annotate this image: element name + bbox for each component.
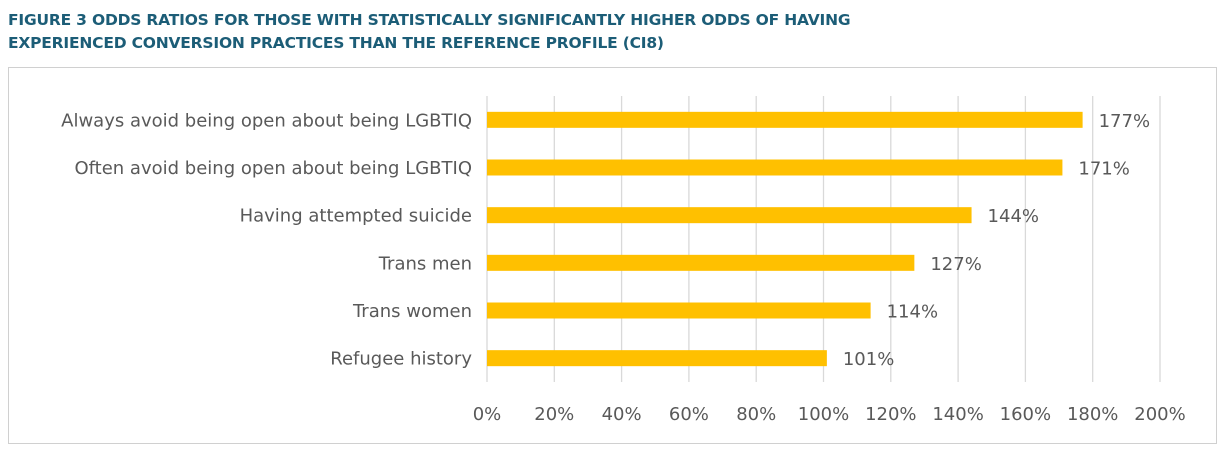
bar bbox=[487, 111, 1083, 128]
category-label: Trans women bbox=[352, 301, 472, 322]
bars bbox=[487, 111, 1083, 367]
bar bbox=[487, 207, 972, 224]
value-labels: 177% 171% 144% 127% 114% 101% bbox=[843, 111, 1150, 370]
x-axis-tick-labels: 0% 20% 40% 60% 80% 100% 120% 140% 160% 180% 200% bbox=[473, 404, 1186, 425]
bar bbox=[487, 254, 915, 271]
data-label: 101% bbox=[843, 349, 894, 370]
x-tick-label: 0% bbox=[473, 404, 502, 425]
category-label: Having attempted suicide bbox=[240, 206, 472, 227]
category-labels: Always avoid being open about being LGBT… bbox=[61, 110, 472, 369]
figure-title: FIGURE 3 ODDS RATIOS FOR THOSE WITH STAT… bbox=[8, 9, 1108, 55]
x-tick-label: 200% bbox=[1134, 404, 1185, 425]
category-label: Always avoid being open about being LGBT… bbox=[61, 110, 472, 131]
data-label: 171% bbox=[1078, 159, 1129, 180]
x-tick-label: 180% bbox=[1067, 404, 1118, 425]
bar bbox=[487, 302, 871, 319]
figure-title-line-1: FIGURE 3 ODDS RATIOS FOR THOSE WITH STAT… bbox=[8, 11, 851, 29]
x-tick-label: 100% bbox=[798, 404, 849, 425]
x-tick-label: 140% bbox=[932, 404, 983, 425]
x-tick-label: 160% bbox=[1000, 404, 1051, 425]
data-label: 127% bbox=[930, 254, 981, 275]
gridlines bbox=[486, 96, 1161, 382]
data-label: 144% bbox=[988, 206, 1039, 227]
x-tick-label: 40% bbox=[602, 404, 642, 425]
x-tick-label: 80% bbox=[736, 404, 776, 425]
bar bbox=[487, 350, 827, 367]
category-label: Refugee history bbox=[330, 349, 472, 370]
x-tick-label: 20% bbox=[534, 404, 574, 425]
category-label: Trans men bbox=[378, 253, 472, 274]
x-tick-label: 120% bbox=[865, 404, 916, 425]
data-label: 177% bbox=[1099, 111, 1150, 132]
bar bbox=[487, 159, 1063, 176]
x-tick-label: 60% bbox=[669, 404, 709, 425]
category-label: Often avoid being open about being LGBTI… bbox=[74, 158, 472, 179]
data-label: 114% bbox=[887, 302, 938, 323]
figure-title-line-2: EXPERIENCED CONVERSION PRACTICES THAN TH… bbox=[8, 34, 664, 52]
